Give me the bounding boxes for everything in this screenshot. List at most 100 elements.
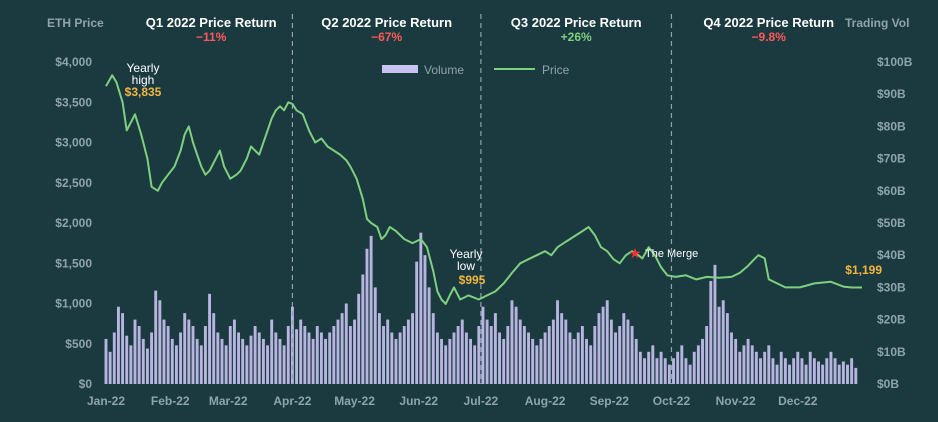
- volume-bar: [638, 351, 642, 384]
- volume-bar: [348, 326, 352, 384]
- volume-bar: [278, 338, 282, 384]
- volume-bar: [382, 326, 385, 384]
- volume-bar: [489, 326, 493, 384]
- volume-bar: [195, 338, 199, 384]
- volume-bar: [779, 351, 783, 384]
- volume-bar: [154, 290, 158, 384]
- volume-bar: [705, 326, 709, 384]
- volume-bar: [506, 326, 510, 384]
- left-axis-tick-label: $1,000: [55, 297, 92, 311]
- yearly-low-annotation: Yearly low $995: [450, 247, 486, 287]
- volume-bar: [116, 306, 120, 384]
- volume-bar: [473, 345, 477, 384]
- right-axis-tick-label: $50B: [877, 216, 906, 230]
- volume-bar: [589, 345, 593, 384]
- volume-bar: [539, 338, 543, 384]
- volume-bar: [680, 345, 684, 384]
- volume-bar: [692, 351, 696, 384]
- volume-bar: [448, 338, 452, 384]
- right-axis-tick-label: $90B: [877, 87, 906, 101]
- legend-volume-label: Volume: [424, 63, 464, 77]
- right-axis-tick-label: $80B: [877, 119, 906, 133]
- volume-bar: [179, 332, 183, 384]
- legend: Volume Price: [382, 63, 570, 77]
- volume-bar: [237, 332, 241, 384]
- volume-bar: [481, 306, 485, 384]
- volume-bar: [137, 326, 141, 384]
- yearly-high-label-line1: Yearly: [127, 61, 160, 75]
- volume-bar: [833, 358, 837, 384]
- x-axis-tick-label: Mar-22: [209, 394, 248, 408]
- yearly-high-annotation: Yearly high $3,835: [125, 61, 162, 99]
- volume-bar: [576, 332, 580, 384]
- quarter-return: −67%: [371, 30, 402, 44]
- volume-bar: [493, 313, 497, 384]
- volume-bar: [742, 345, 746, 384]
- yearly-low-value: $995: [459, 273, 486, 287]
- volume-bar: [290, 306, 294, 384]
- volume-bar: [767, 345, 771, 384]
- left-axis-tick-label: $0: [79, 377, 93, 391]
- x-axis-tick-label: Sep-22: [590, 394, 630, 408]
- volume-bar: [738, 351, 742, 384]
- volume-bar: [141, 338, 145, 384]
- x-axis-tick-label: Nov-22: [716, 394, 756, 408]
- volume-bar: [651, 345, 655, 384]
- right-axis-tick-label: $40B: [877, 248, 906, 262]
- x-axis-tick-label: Jan-22: [87, 394, 125, 408]
- volume-bar: [299, 319, 303, 384]
- volume-bar: [510, 300, 514, 384]
- price-line: [105, 74, 862, 305]
- volume-bar: [630, 326, 634, 384]
- volume-bar: [547, 326, 551, 384]
- volume-bar: [411, 313, 414, 384]
- right-axis-tick-label: $70B: [877, 152, 906, 166]
- volume-bar: [158, 300, 162, 384]
- right-axis-tick-label: $10B: [877, 345, 906, 359]
- volume-bar: [477, 326, 481, 384]
- volume-bar: [307, 332, 311, 384]
- volume-bar: [373, 287, 377, 384]
- volume-bar: [788, 364, 791, 384]
- right-axis-tick-label: $60B: [877, 184, 906, 198]
- quarter-headers: Q1 2022 Price Return−11% Q2 2022 Price Re…: [146, 15, 834, 44]
- volume-bar: [796, 351, 800, 384]
- volume-bar: [203, 326, 207, 384]
- volume-bar: [332, 326, 336, 384]
- x-axis-tick-label: Dec-22: [778, 394, 818, 408]
- volume-bar: [543, 332, 547, 384]
- merge-annotation: ★ The Merge: [629, 245, 698, 261]
- volume-bar: [531, 338, 535, 384]
- volume-bar: [444, 345, 448, 384]
- left-axis-tick-label: $3,500: [55, 95, 92, 109]
- volume-bar: [460, 319, 464, 384]
- volume-bar: [605, 300, 609, 384]
- volume-bar: [125, 335, 129, 384]
- volume-bar: [498, 332, 501, 384]
- volume-bar: [394, 338, 398, 384]
- volume-bar: [804, 364, 808, 384]
- volume-bar: [162, 319, 166, 384]
- volume-bar: [336, 319, 340, 384]
- x-axis-tick-label: May-22: [334, 394, 375, 408]
- volume-bar: [133, 319, 137, 384]
- volume-bar: [502, 338, 506, 384]
- volume-bar: [734, 338, 738, 384]
- quarter-return: −11%: [196, 30, 227, 44]
- left-axis-tick-label: $500: [65, 337, 92, 351]
- volume-bar: [792, 358, 796, 384]
- volume-bar: [220, 338, 224, 384]
- volume-bar: [655, 358, 659, 384]
- left-axis-tick-label: $2,000: [55, 216, 92, 230]
- volume-bar: [672, 358, 675, 384]
- volume-bar: [104, 338, 108, 384]
- last-price-value: $1,199: [845, 263, 882, 277]
- left-axis-tick-label: $2,500: [55, 176, 92, 190]
- volume-bar: [108, 351, 112, 384]
- volume-bar: [750, 345, 754, 384]
- volume-bar: [440, 338, 443, 384]
- volume-bar: [618, 326, 622, 384]
- yearly-high-value: $3,835: [125, 85, 162, 99]
